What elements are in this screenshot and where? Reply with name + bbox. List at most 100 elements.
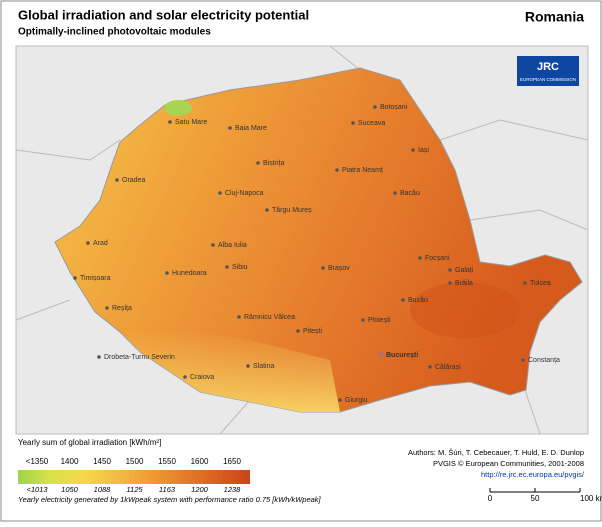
city-dot	[237, 315, 241, 319]
city-dot	[256, 161, 260, 165]
city-dot	[393, 191, 397, 195]
city-dot	[168, 120, 172, 124]
scale-label: 0	[488, 494, 493, 503]
city-dot	[211, 243, 215, 247]
city-dot	[246, 364, 250, 368]
city-label: Constanța	[528, 357, 560, 364]
city-label: București	[386, 352, 418, 359]
authors: Authors: M. Šúri, T. Cebecauer, T. Huld,…	[408, 448, 584, 457]
city-dot	[523, 281, 527, 285]
city-label: Bistrița	[263, 160, 285, 167]
high-zone	[410, 282, 520, 338]
city-label: Craiova	[190, 374, 214, 381]
city-label: Giurgiu	[345, 397, 368, 404]
city-dot	[97, 355, 101, 359]
city-dot	[73, 276, 77, 280]
electricity-label: 1125	[126, 485, 143, 494]
city-label: Călărași	[435, 364, 461, 371]
city-label: Târgu Mureș	[272, 207, 312, 214]
city-label: Sibiu	[232, 264, 248, 271]
logo-name: JRC	[537, 61, 559, 73]
city-dot	[225, 265, 229, 269]
city-label: Iași	[418, 147, 429, 154]
city-dot	[411, 148, 415, 152]
electricity-label: 1088	[94, 485, 112, 494]
country: Romania	[525, 9, 584, 25]
city-label: Râmnicu Vâlcea	[244, 314, 295, 321]
city-label: Alba Iulia	[218, 242, 247, 249]
electricity-label: 1200	[191, 485, 209, 494]
url[interactable]: http://re.jrc.ec.europa.eu/pvgis/	[481, 470, 585, 479]
scale-label: 100 km	[580, 494, 602, 503]
scale-bar	[489, 488, 581, 493]
subtitle: Optimally-inclined photovoltaic modules	[18, 27, 211, 38]
city-dot	[265, 208, 269, 212]
city-dot	[418, 256, 422, 260]
city-dot	[448, 268, 452, 272]
logo	[517, 56, 579, 86]
electricity-label: 1163	[159, 485, 176, 494]
city-label: Bacău	[400, 190, 420, 197]
city-dot	[115, 178, 119, 182]
copyright: PVGIS © European Communities, 2001-2008	[433, 459, 584, 468]
city-label: Tulcea	[530, 280, 551, 287]
city-label: Arad	[93, 240, 108, 247]
city-label: Slatina	[253, 363, 275, 370]
electricity-label: 1238	[224, 485, 242, 494]
logo-org: EUROPEAN COMMISSION	[520, 77, 576, 82]
city-label: Galați	[455, 267, 474, 274]
city-label: Focșani	[425, 255, 450, 262]
city-label: Brașov	[328, 265, 350, 272]
city-label: Oradea	[122, 177, 145, 184]
city-dot	[165, 271, 169, 275]
city-dot	[296, 329, 300, 333]
city-label: Baia Mare	[235, 125, 267, 132]
city-label: Suceava	[358, 120, 385, 127]
city-layer: Satu Mare Baia Mare Botoșani Suceava Iași Ora…	[73, 104, 560, 404]
city-dot	[428, 365, 432, 369]
city-dot	[361, 318, 365, 322]
irradiation-label: 1500	[126, 457, 144, 466]
city-dot	[351, 121, 355, 125]
city-dot	[321, 266, 325, 270]
city-label: Satu Mare	[175, 119, 207, 126]
irradiation-label: 1550	[158, 457, 176, 466]
south-zone	[120, 330, 340, 412]
irradiation-label: 1650	[223, 457, 241, 466]
city-label: Ploiești	[368, 317, 391, 324]
irradiation-label: <1350	[26, 457, 49, 466]
city-dot	[448, 281, 452, 285]
scale-labels: 0 50 100 km	[488, 494, 602, 503]
irradiation-label: 1450	[93, 457, 111, 466]
city-dot	[228, 126, 232, 130]
city-label: Timișoara	[80, 275, 111, 282]
city-dot	[401, 298, 405, 302]
scale-label: 50	[531, 494, 540, 503]
city-label: Brăila	[455, 280, 473, 287]
city-label: Cluj-Napoca	[225, 190, 264, 197]
city-dot	[218, 191, 222, 195]
city-label: Pitești	[303, 328, 323, 335]
city-label: Drobeta-Turnu Severin	[104, 354, 175, 361]
city-dot	[377, 351, 385, 359]
low-zone	[164, 100, 192, 116]
electricity-label: 1050	[61, 485, 79, 494]
city-label: Hunedoara	[172, 270, 207, 277]
irradiation-label: 1400	[61, 457, 79, 466]
city-label: Buzău	[408, 297, 428, 304]
legend-note: Yearly electricity generated by 1kWpeak …	[18, 495, 322, 504]
city-dot	[335, 168, 339, 172]
city-dot	[373, 105, 377, 109]
legend-bar	[18, 470, 250, 484]
city-dot	[183, 375, 187, 379]
city-label: Botoșani	[380, 104, 408, 111]
city-label: Piatra Neamț	[342, 167, 383, 174]
city-label: Reșița	[112, 305, 132, 312]
city-dot	[338, 398, 342, 402]
title: Global irradiation and solar electricity…	[18, 7, 309, 22]
city-dot	[521, 358, 525, 362]
legend: <1350 <1013 1400 1050 1450 1088 1500 1125 1550 11…	[26, 457, 242, 494]
legend-title: Yearly sum of global irradiation [kWh/m²…	[18, 438, 161, 447]
electricity-label: <1013	[26, 485, 48, 494]
